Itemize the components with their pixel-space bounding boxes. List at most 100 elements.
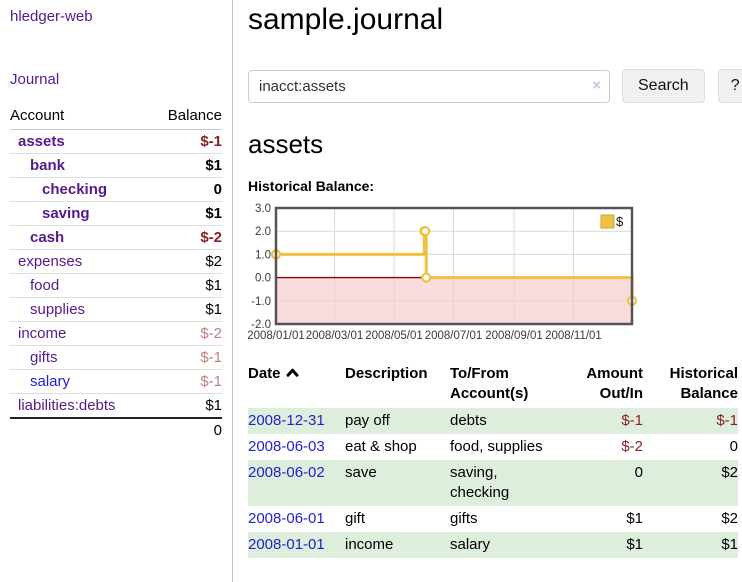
account-row: bank $1 [10, 153, 222, 178]
account-link[interactable]: checking [42, 181, 108, 198]
account-link[interactable]: expenses [18, 253, 83, 270]
account-balance: $-1 [150, 369, 222, 394]
transaction-description: pay off [345, 412, 390, 429]
svg-text:1.0: 1.0 [255, 249, 271, 261]
account-balance: $-2 [150, 225, 222, 250]
account-link[interactable]: saving [42, 205, 90, 222]
account-balance: $1 [150, 297, 222, 322]
account-link[interactable]: supplies [30, 301, 86, 318]
column-header-date[interactable]: Date [248, 362, 345, 408]
account-row: expenses $2 [10, 249, 222, 274]
clear-search-icon[interactable]: × [592, 76, 601, 94]
account-balance: $2 [150, 249, 222, 274]
accounts-table: Account Balance assets $-1 bank $1 checking 0… [10, 104, 222, 442]
transaction-accounts: gifts [450, 510, 478, 527]
page-title: sample.journal [248, 3, 444, 36]
account-link[interactable]: food [30, 277, 60, 294]
column-header-balance[interactable]: Historical Balance [669, 365, 738, 402]
account-link[interactable]: bank [30, 157, 66, 174]
account-row: food $1 [10, 273, 222, 298]
column-header-amount[interactable]: Amount Out/In [586, 365, 643, 402]
transaction-accounts: salary [450, 536, 491, 553]
account-row: assets $-1 [10, 130, 222, 154]
transaction-amount: $1 [626, 536, 643, 553]
accounts-table-body: assets $-1 bank $1 checking 0 saving $1 cash $-2 e… [10, 130, 222, 442]
register-row: 2008-12-31 pay off debts $-1 $-1 [248, 408, 738, 434]
account-link[interactable]: liabilities:debts [18, 397, 116, 414]
chart-label: Historical Balance: [248, 178, 375, 194]
transaction-date-link[interactable]: 2008-06-02 [248, 464, 325, 481]
svg-text:2008/05/01: 2008/05/01 [365, 330, 423, 342]
svg-text:-2.0: -2.0 [251, 319, 271, 331]
transaction-amount: 0 [634, 464, 643, 481]
svg-text:2008/03/01: 2008/03/01 [306, 330, 364, 342]
account-balance: $1 [150, 393, 222, 418]
transaction-accounts: debts [450, 412, 487, 429]
svg-text:2.0: 2.0 [255, 226, 271, 238]
register-row: 2008-01-01 income salary $1 $1 [248, 532, 738, 558]
account-row: income $-2 [10, 321, 222, 346]
column-header-description[interactable]: Description [345, 365, 428, 382]
account-balance: 0 [150, 177, 222, 202]
account-balance: $-1 [150, 345, 222, 370]
transaction-accounts: saving, checking [450, 464, 510, 501]
account-balance: $1 [150, 153, 222, 178]
chart-container: $3.0 2.0 1.0 0.0 -1.0 -2.0 2008/01/01 2008/03/0… [247, 202, 742, 347]
account-balance: $-1 [200, 133, 222, 150]
register-row: 2008-06-03 eat & shop food, supplies $-2 0 [248, 434, 738, 460]
account-row: checking 0 [10, 177, 222, 202]
app-title-link[interactable]: hledger-web [10, 8, 93, 25]
register-row: 2008-06-02 save saving, checking 0 $2 [248, 460, 738, 506]
search-input[interactable] [248, 69, 610, 103]
account-link[interactable]: income [18, 325, 67, 342]
sidebar: hledger-web Journal Account Balance asse… [0, 0, 233, 582]
search-box: × [248, 69, 610, 103]
svg-text:2008/07/01: 2008/07/01 [425, 330, 483, 342]
accounts-header-balance: Balance [150, 104, 222, 130]
transaction-date-link[interactable]: 2008-06-01 [248, 510, 325, 527]
transaction-description: save [345, 464, 377, 481]
account-row: cash $-2 [10, 225, 222, 250]
account-row: salary $-1 [10, 369, 222, 394]
account-row: supplies $1 [10, 297, 222, 322]
account-link[interactable]: gifts [30, 349, 58, 366]
account-balance: $1 [150, 273, 222, 298]
svg-text:2008/01/01: 2008/01/01 [248, 330, 305, 342]
search-row: × Search ? [248, 69, 742, 103]
app-title: hledger-web [10, 8, 222, 25]
transaction-date-link[interactable]: 2008-06-03 [248, 438, 325, 455]
transaction-balance: $2 [721, 510, 738, 527]
register-table: Date Description To/From Account(s) Amou… [248, 362, 738, 558]
account-row: liabilities:debts $1 [10, 393, 222, 418]
account-link[interactable]: assets [18, 133, 65, 150]
svg-text:-1.0: -1.0 [251, 296, 271, 308]
transaction-date-link[interactable]: 2008-12-31 [248, 412, 325, 429]
journal-link[interactable]: Journal [10, 71, 60, 88]
transaction-date-link[interactable]: 2008-01-01 [248, 536, 325, 553]
column-header-accounts[interactable]: To/From Account(s) [450, 365, 529, 402]
transaction-balance: $-1 [716, 412, 738, 429]
svg-text:$: $ [616, 214, 624, 229]
transaction-accounts: food, supplies [450, 438, 543, 455]
accounts-total-row: 0 [10, 417, 222, 442]
account-balance: $-2 [150, 321, 222, 346]
account-row: saving $1 [10, 201, 222, 226]
account-link[interactable]: cash [30, 229, 65, 246]
transaction-description: gift [345, 510, 366, 527]
transaction-amount: $-1 [621, 412, 643, 429]
transaction-description: eat & shop [345, 438, 417, 455]
transaction-amount: $-2 [621, 438, 643, 455]
help-button[interactable]: ? [717, 69, 742, 103]
register-header-row: Date Description To/From Account(s) Amou… [248, 362, 738, 408]
accounts-total: 0 [150, 417, 222, 442]
transaction-balance: $1 [721, 536, 738, 553]
transaction-amount: $1 [626, 510, 643, 527]
account-row: gifts $-1 [10, 345, 222, 370]
search-button[interactable]: Search [622, 69, 705, 103]
transaction-balance: 0 [729, 438, 738, 455]
account-link[interactable]: salary [30, 373, 71, 390]
account-balance: $1 [150, 201, 222, 226]
accounts-header-account: Account [10, 104, 151, 130]
